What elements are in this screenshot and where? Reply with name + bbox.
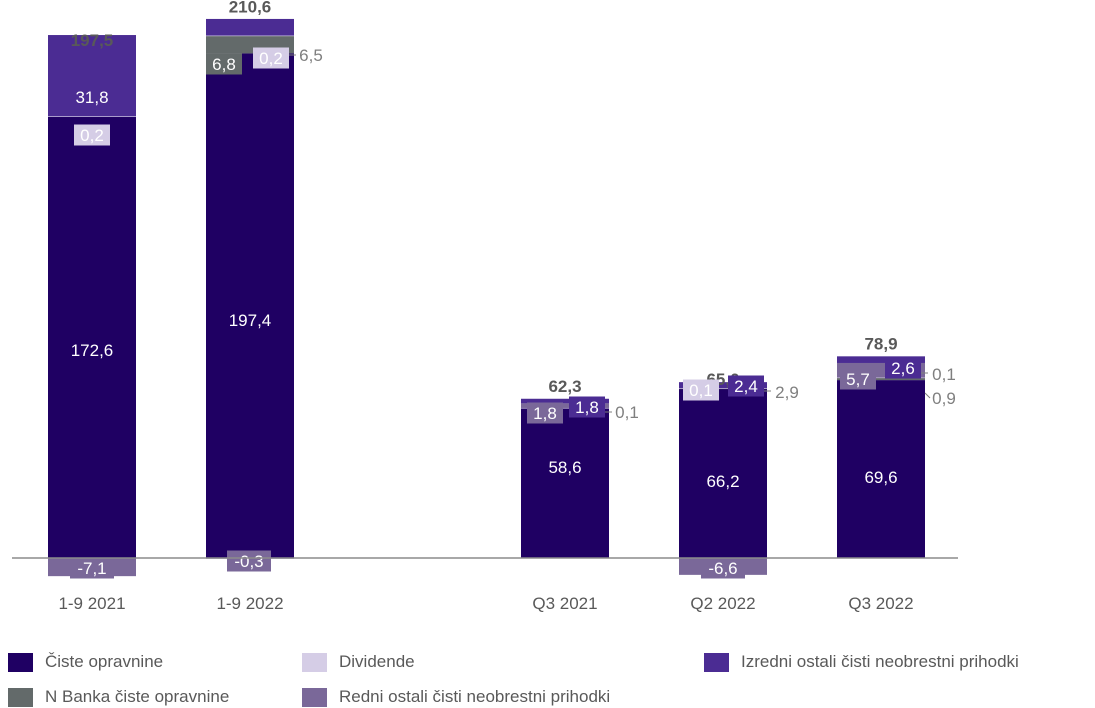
data-label-tag: [227, 550, 271, 572]
data-label: -7,1: [77, 559, 106, 578]
bar-segment: [206, 18, 294, 36]
bar-segment: [521, 407, 609, 409]
bar-segment: [521, 408, 609, 558]
data-label: 58,6: [548, 458, 581, 477]
data-label: 0,1: [932, 365, 956, 384]
bar-segment: [837, 380, 925, 558]
bar-segment: [48, 116, 136, 558]
data-label: 5,7: [846, 370, 870, 389]
total-label: 62,3: [548, 377, 581, 396]
x-tick-label: 1-9 2022: [216, 594, 283, 613]
bar-segment: [679, 388, 767, 558]
data-label: 2,6: [891, 359, 915, 378]
data-label-tag: [527, 402, 563, 424]
data-label: -6,6: [708, 559, 737, 578]
data-label: 0,1: [689, 381, 713, 400]
data-label: 2,9: [775, 383, 799, 402]
data-label: 1,8: [533, 404, 557, 423]
data-label-tag: [701, 557, 745, 579]
leader-line: [924, 392, 931, 399]
bar-segment: [837, 377, 925, 381]
data-label-tag: [683, 379, 719, 401]
bar-segment: [206, 35, 294, 37]
data-label-tag: [70, 557, 114, 579]
data-label: 172,6: [71, 341, 114, 360]
data-label: 0,2: [259, 49, 283, 68]
data-label: 0,1: [615, 403, 639, 422]
data-label: 66,2: [706, 472, 739, 491]
total-label: 78,9: [864, 334, 897, 353]
data-label-tag: [840, 368, 876, 390]
bar-segment: [837, 377, 925, 379]
x-tick-label: Q2 2022: [690, 594, 755, 613]
data-label: 6,5: [299, 46, 323, 65]
data-label: 31,8: [75, 88, 108, 107]
bar-segment: [521, 403, 609, 408]
x-tick-label: Q3 2022: [848, 594, 913, 613]
data-label-tag: [885, 357, 921, 379]
data-label: 0,9: [932, 389, 956, 408]
bar-segment: [679, 382, 767, 389]
total-label: 210,6: [229, 0, 272, 17]
bar-segment: [48, 116, 136, 117]
data-label-tag: [206, 53, 242, 75]
data-label: 69,6: [864, 468, 897, 487]
bar-segment: [837, 356, 925, 363]
data-label-tag: [253, 47, 289, 69]
data-label-tag: [569, 396, 605, 418]
x-tick-label: Q3 2021: [532, 594, 597, 613]
data-label: 2,4: [734, 377, 758, 396]
total-label: 197,5: [71, 31, 114, 50]
data-label: 197,4: [229, 311, 272, 330]
bar-segment: [679, 388, 767, 389]
x-tick-label: 1-9 2021: [58, 594, 125, 613]
data-label-tag: [74, 124, 110, 146]
data-label: -0,3: [234, 552, 263, 571]
data-label: 6,8: [212, 55, 236, 74]
data-label-tag: [728, 375, 764, 397]
bar-segment: [206, 53, 294, 559]
bar-segment: [48, 35, 136, 117]
data-label: 1,8: [575, 398, 599, 417]
data-label: 0,2: [80, 126, 104, 145]
bar-segment: [521, 398, 609, 404]
